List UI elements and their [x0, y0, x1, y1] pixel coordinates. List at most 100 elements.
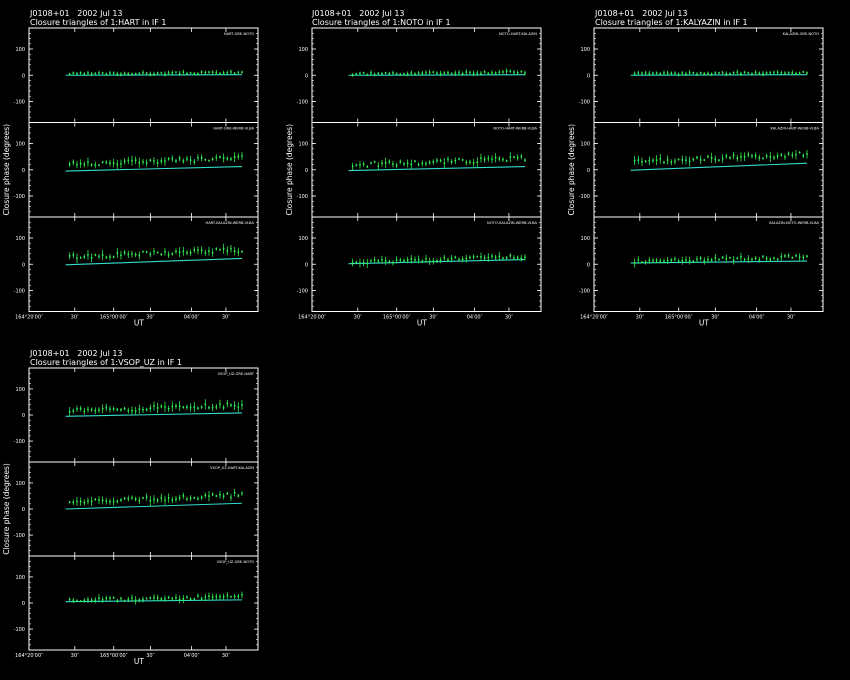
- y-tick-label: 0: [305, 262, 308, 268]
- data-point: [215, 248, 218, 250]
- data-point: [193, 497, 196, 499]
- data-point: [710, 73, 713, 76]
- data-point: [674, 258, 676, 260]
- data-point: [388, 160, 391, 163]
- data-point: [94, 72, 97, 75]
- data-point: [101, 407, 104, 410]
- data-point: [145, 251, 148, 253]
- data-point: [366, 262, 369, 265]
- y-tick-label: -100: [297, 194, 308, 200]
- data-point: [421, 162, 424, 165]
- data-point: [392, 163, 394, 165]
- data-point: [134, 159, 137, 162]
- data-point: [505, 256, 508, 259]
- data-point: [219, 493, 221, 496]
- data-point: [175, 160, 177, 162]
- data-point: [241, 250, 243, 253]
- data-point: [241, 594, 243, 596]
- data-point: [178, 598, 181, 601]
- data-point: [138, 408, 141, 410]
- y-tick-label: 100: [15, 481, 25, 487]
- data-point: [666, 159, 669, 161]
- data-point: [79, 162, 82, 165]
- data-point: [513, 156, 515, 158]
- data-point: [98, 164, 100, 167]
- data-point: [806, 255, 808, 258]
- panel-source-line: J0108+01 2002 Jul 13: [30, 9, 123, 18]
- data-point: [171, 405, 174, 408]
- data-point: [153, 160, 155, 162]
- data-point: [164, 251, 166, 253]
- model-line: [65, 166, 242, 172]
- data-point: [178, 72, 181, 75]
- data-point: [685, 73, 687, 75]
- data-point: [751, 155, 753, 157]
- data-point: [149, 407, 152, 410]
- data-point: [215, 71, 218, 74]
- subplot-frame: [28, 461, 259, 557]
- y-axis-label: Closure phase (degrees): [2, 463, 11, 555]
- data-point: [87, 161, 89, 163]
- data-point: [90, 73, 93, 75]
- data-point: [747, 153, 750, 156]
- data-point: [76, 599, 78, 602]
- data-point: [219, 72, 221, 75]
- data-point: [87, 408, 89, 411]
- data-point: [215, 595, 218, 598]
- data-point: [439, 72, 442, 75]
- data-point: [487, 72, 490, 75]
- data-point: [68, 255, 71, 257]
- data-point: [641, 72, 643, 75]
- data-point: [120, 162, 122, 165]
- y-tick-label: -100: [14, 289, 25, 295]
- data-point: [76, 163, 78, 166]
- data-point: [747, 72, 750, 74]
- data-point: [765, 71, 768, 74]
- data-point: [670, 259, 673, 262]
- data-point: [714, 72, 717, 74]
- x-tick-label: 04′00″: [467, 315, 483, 321]
- data-point: [762, 157, 764, 160]
- panel-source-line: J0108+01 2002 Jul 13: [30, 349, 123, 358]
- x-tick-label: 30″: [146, 653, 154, 659]
- data-point: [395, 259, 398, 261]
- data-point: [182, 598, 185, 600]
- data-point: [200, 157, 203, 159]
- data-point: [208, 71, 210, 73]
- data-point: [197, 73, 199, 75]
- data-point: [806, 72, 808, 74]
- data-point: [68, 163, 71, 166]
- data-point: [362, 262, 365, 264]
- data-point: [164, 597, 166, 600]
- data-point: [131, 496, 133, 499]
- data-point: [211, 493, 214, 496]
- data-point: [370, 72, 372, 74]
- data-point: [200, 406, 203, 408]
- data-point: [677, 158, 680, 161]
- data-point: [502, 257, 504, 260]
- data-point: [406, 73, 409, 75]
- data-point: [674, 160, 676, 163]
- data-point: [156, 251, 159, 254]
- data-point: [707, 155, 709, 158]
- data-point: [160, 71, 163, 74]
- data-point: [156, 162, 159, 164]
- data-point: [747, 258, 750, 260]
- data-point: [120, 73, 122, 76]
- data-point: [68, 501, 71, 503]
- data-point: [90, 257, 93, 259]
- y-tick-label: 100: [15, 142, 25, 148]
- data-point: [189, 159, 192, 162]
- data-point: [134, 72, 137, 75]
- data-point: [134, 498, 137, 500]
- data-point: [120, 254, 122, 257]
- data-point: [241, 155, 243, 157]
- data-point: [204, 158, 207, 161]
- data-point: [692, 72, 695, 74]
- data-point: [90, 408, 93, 411]
- data-point: [403, 163, 405, 165]
- data-point: [171, 157, 174, 160]
- data-point: [145, 597, 148, 600]
- data-point: [487, 157, 490, 160]
